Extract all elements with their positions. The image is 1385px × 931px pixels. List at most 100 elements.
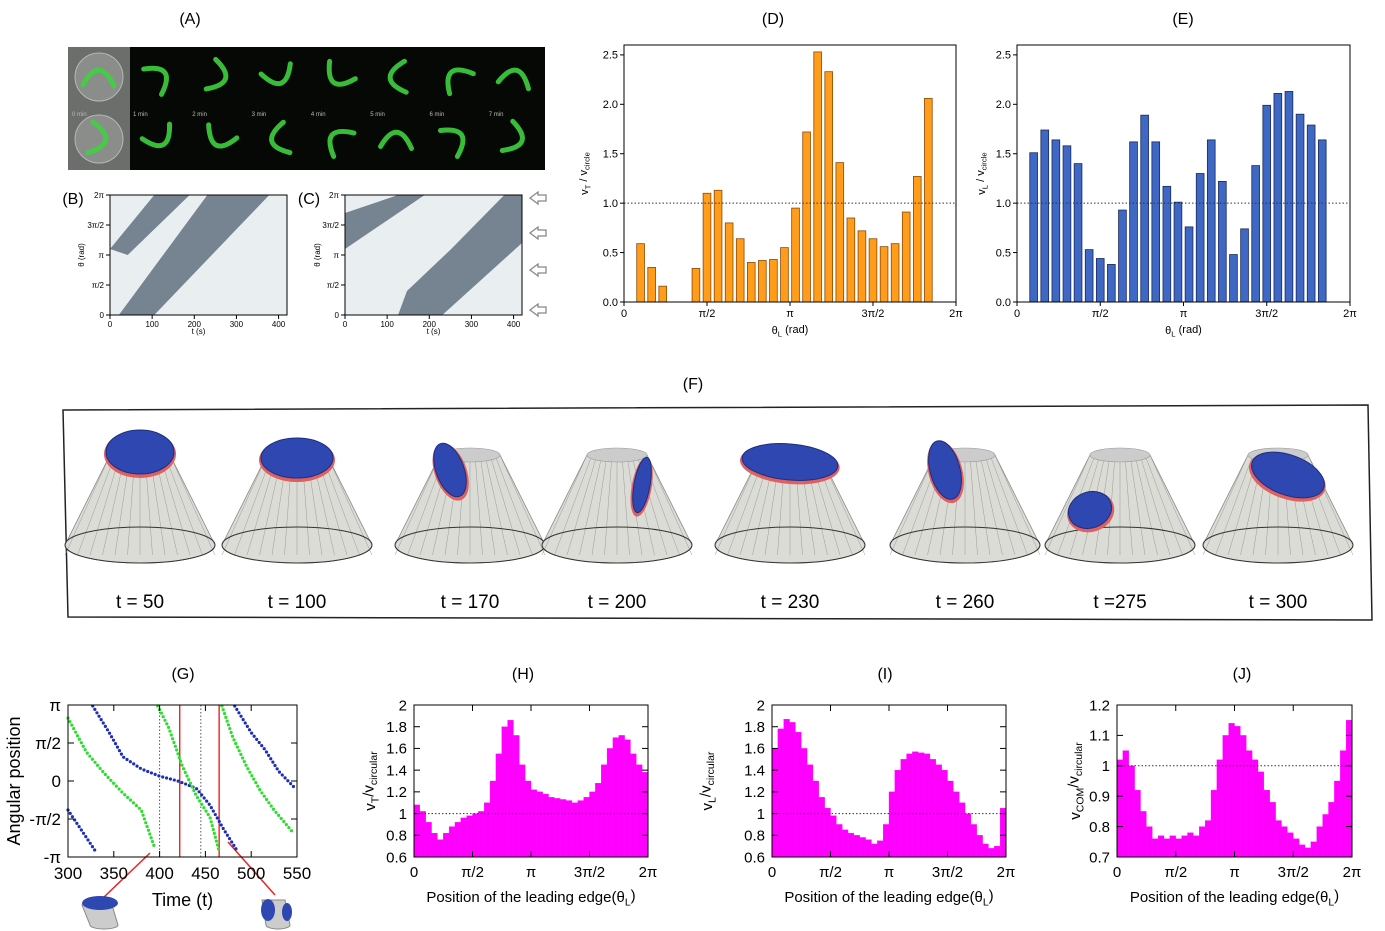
y-axis-label: vT / vcircle <box>578 152 593 195</box>
bar <box>1340 750 1347 858</box>
bar <box>988 848 995 858</box>
x-tick-label: 2π <box>949 308 963 320</box>
y-tick-label: 2.5 <box>603 50 618 62</box>
label-part: v <box>579 189 591 195</box>
actin-signal <box>269 119 293 156</box>
bar <box>1251 759 1259 858</box>
bar <box>636 243 645 303</box>
time-label: 6 min <box>430 112 445 118</box>
x-tick-label: 200 <box>188 320 202 329</box>
panel-label: (E) <box>1172 11 1193 28</box>
cylinder-line <box>484 454 508 556</box>
bar <box>857 230 867 303</box>
x-axis-label: Position of the leading edge(θL) <box>784 887 993 908</box>
bar <box>882 824 890 858</box>
bar <box>1229 254 1238 303</box>
x-tick-label: π/2 <box>1164 864 1187 881</box>
bar <box>448 826 456 858</box>
cell <box>632 456 652 514</box>
label-part: T <box>584 184 593 189</box>
cylinder-line <box>989 454 1028 556</box>
bar <box>1284 91 1294 303</box>
y-tick-label: 0 <box>52 772 61 791</box>
bar <box>466 815 473 858</box>
panel-label: (G) <box>171 666 194 683</box>
mini-cell <box>82 896 118 910</box>
cylinder-line <box>164 454 203 556</box>
cylinder-line <box>64 454 111 556</box>
label-part: L <box>981 184 990 189</box>
panel-label: (F) <box>683 376 703 393</box>
bar <box>1193 835 1200 858</box>
bar <box>830 815 837 858</box>
bar <box>612 737 619 858</box>
bar <box>1140 114 1149 303</box>
label-part: θ <box>772 325 778 337</box>
bar <box>1146 826 1153 858</box>
bar <box>1162 185 1172 303</box>
y-tick-label: 1.2 <box>386 784 407 801</box>
y-tick-label: 0.8 <box>386 828 407 845</box>
mini-cell <box>282 903 292 921</box>
bar <box>630 753 637 858</box>
bar <box>859 837 866 858</box>
bar <box>836 824 843 858</box>
bar <box>431 832 438 858</box>
bar <box>1273 93 1283 303</box>
cylinder-line <box>221 454 268 556</box>
x-tick-label: 0 <box>621 308 627 320</box>
bar <box>472 813 479 858</box>
bar <box>1128 765 1135 858</box>
bar <box>1134 789 1141 858</box>
x-axis-label: t (s) <box>427 327 441 336</box>
bar <box>560 799 567 858</box>
x-tick-label: π/2 <box>1092 308 1109 320</box>
cylinder-line <box>984 454 1016 556</box>
bar <box>1084 249 1094 303</box>
bar <box>1073 163 1083 303</box>
label-part: v <box>699 802 716 810</box>
bar <box>953 791 960 858</box>
y-tick-label: 1.0 <box>996 198 1011 210</box>
arrow <box>528 190 547 206</box>
cylinder-line <box>566 454 598 556</box>
bar <box>888 791 896 858</box>
y-tick-label: 2 <box>757 697 765 714</box>
cylinder-line <box>579 454 603 556</box>
mini-cylinder <box>81 904 119 930</box>
label-part: circular <box>368 751 380 785</box>
x-tick-label: π/2 <box>461 864 484 881</box>
x-tick-label: 350 <box>100 864 128 883</box>
label-part: (rad) <box>1176 324 1202 336</box>
cylinder <box>714 443 866 564</box>
bar <box>923 753 931 858</box>
bar <box>791 207 800 303</box>
x-tick-label: 2π <box>639 864 658 881</box>
x-tick-label: π <box>526 864 536 881</box>
bar <box>724 222 734 303</box>
x-tick-label: 2π <box>1343 308 1357 320</box>
y-tick-label: 1.2 <box>1089 697 1110 714</box>
bar <box>935 764 942 858</box>
label-part: circle <box>583 152 592 170</box>
y-tick-label: 0.9 <box>1089 788 1110 805</box>
y-axis-label: vT/vcircular <box>360 751 381 811</box>
bar <box>1287 832 1294 858</box>
cylinder-line <box>499 454 546 556</box>
x-tick-label: 200 <box>423 320 437 329</box>
bar <box>900 759 907 858</box>
bar <box>812 780 819 858</box>
bar <box>1107 264 1116 303</box>
label-part: Position of the leading edge(θ <box>1130 889 1328 906</box>
y-tick-label: 1.4 <box>386 762 407 779</box>
y-tick-label: 0.5 <box>996 247 1011 259</box>
bar <box>1251 165 1260 303</box>
cylinder-line <box>77 454 116 556</box>
cylinder-line <box>1215 454 1254 556</box>
x-tick-label: 100 <box>380 320 394 329</box>
kymograph-band <box>398 195 522 315</box>
bar <box>658 285 668 303</box>
bar <box>460 817 467 858</box>
cylinder-line <box>1139 454 1171 556</box>
